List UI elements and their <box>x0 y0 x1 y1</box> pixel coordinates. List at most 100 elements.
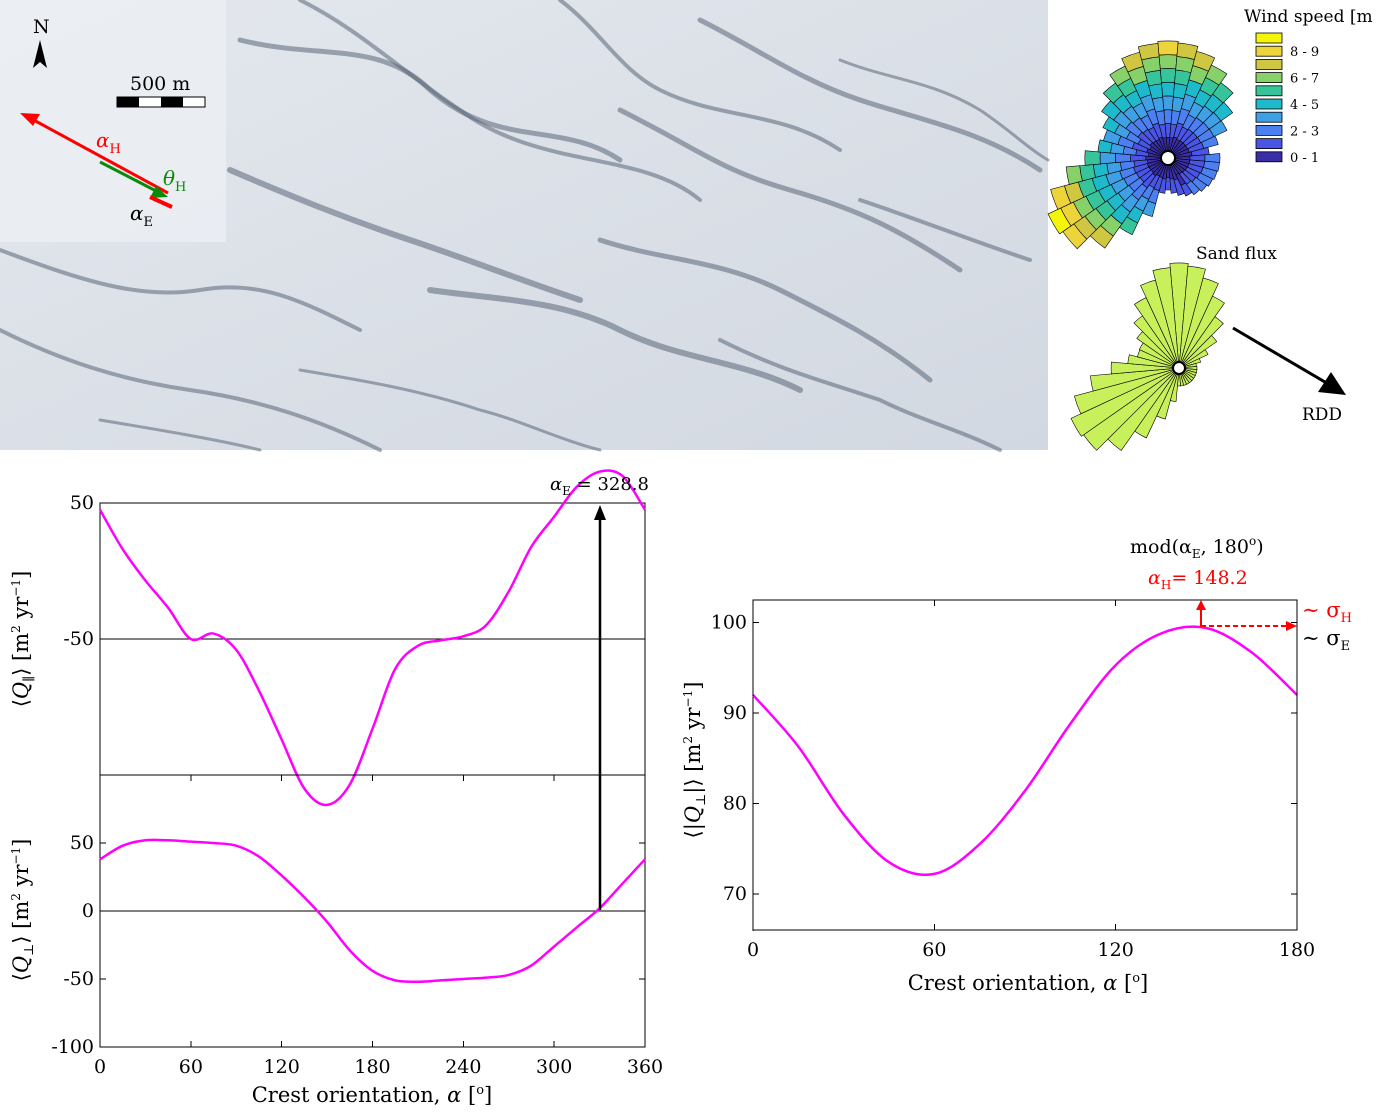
north-arrow-icon <box>33 40 47 68</box>
wind-rose-segment <box>1212 82 1234 104</box>
q-perp-xlabel: Crest orientation, α [o] <box>252 1083 493 1107</box>
q-parallel-points <box>100 472 645 805</box>
chart-q-parallel: 50 -50 ⟨Q∥⟩ [m2 yr−1] <box>9 469 647 807</box>
sigma-arrowhead-icon <box>1286 621 1297 631</box>
scale-label: 500 m <box>130 73 190 95</box>
wind-rose: Wind speed [m 8 - 9 6 - 7 4 - 5 2 - 3 0 - 1 <box>1047 7 1373 250</box>
wind-rose-segment <box>1050 185 1072 210</box>
wind-rose-segment <box>1204 153 1221 163</box>
q-perp-tick-labels: 0 60 120 180 240 300 360 50 0 -50 -100 <box>51 832 663 1078</box>
x-tick-label: 120 <box>1098 939 1134 961</box>
y-tick-label: -50 <box>63 968 94 990</box>
wind-rose-segment <box>1158 54 1178 70</box>
q-perp-abs-points <box>753 628 1297 874</box>
x-tick-label: 180 <box>1279 939 1315 961</box>
q-perp-abs-axes-box <box>752 599 1298 931</box>
wind-rose-segment <box>1213 101 1234 122</box>
wind-legend-swatch <box>1255 85 1283 97</box>
north-label: N <box>33 16 50 38</box>
alpha-h-label: αH <box>96 128 121 157</box>
chart-q-perp: 0 60 120 180 240 300 360 50 0 -50 -100 ⟨Q⊥⟩ [m2 yr… <box>9 474 663 1107</box>
wind-rose-segment <box>1161 81 1175 97</box>
wind-legend-label: 0 - 1 <box>1290 151 1319 166</box>
theta-h-label: θH <box>163 166 186 195</box>
wind-rose-segment <box>1065 165 1083 185</box>
x-tick-label: 60 <box>179 1056 203 1078</box>
wind-rose-segment <box>1157 40 1179 56</box>
alpha-e-segment <box>149 195 173 209</box>
y-tick-label: 80 <box>723 792 747 814</box>
rdd-label: RDD <box>1302 405 1342 425</box>
wind-legend-title: Wind speed [m <box>1244 7 1373 27</box>
alpha-h-value-annotation: αH= 148.2 <box>1148 567 1248 592</box>
wind-rose-segment <box>1137 43 1160 61</box>
wind-rose-segment <box>1047 207 1072 235</box>
wind-rose-segment <box>1186 180 1201 196</box>
dune-satellite-map: N 500 m αH θH αE <box>0 0 1050 452</box>
wind-legend-label: 2 - 3 <box>1290 124 1319 139</box>
q-perp-abs-curve <box>752 625 1298 877</box>
alpha-e-label: αE <box>130 201 153 230</box>
y-tick-label: 50 <box>70 832 94 854</box>
q-perp-ticks <box>99 775 646 1048</box>
q-perp-abs-tick-labels: 0 60 120 180 70 80 90 100 <box>711 612 1315 961</box>
q-perp-abs-xlabel: Crest orientation, α [o] <box>908 971 1149 995</box>
y-tick-label: 90 <box>723 702 747 724</box>
theta-h-direction-line <box>99 160 159 194</box>
y-tick-label: -50 <box>63 628 94 650</box>
wind-rose-bars <box>1047 40 1234 250</box>
rdd-arrow-shaft <box>1232 326 1331 387</box>
y-tick-label: 100 <box>711 612 747 634</box>
y-tick-label: 70 <box>723 883 747 905</box>
q-perp-abs-ylabel: ⟨|Q⊥|⟩ [m2 yr−1] <box>681 682 709 839</box>
sand-flux-segment <box>1152 267 1179 363</box>
wind-rose-segment <box>1196 172 1214 187</box>
y-tick-label: 50 <box>70 492 94 514</box>
alpha-h-direction-line <box>29 116 169 195</box>
x-tick-label: 180 <box>354 1056 390 1078</box>
y-tick-label: -100 <box>51 1036 94 1058</box>
sigma-e-label: ∼ σE <box>1302 626 1350 654</box>
chart-q-perp-abs: 0 60 120 180 70 80 90 100 ⟨|Q⊥|⟩ [m2 yr−1] Cres… <box>681 534 1352 995</box>
wind-rose-segment <box>1099 151 1116 165</box>
x-tick-label: 300 <box>536 1056 572 1078</box>
x-tick-label: 240 <box>445 1056 481 1078</box>
wind-rose-segment <box>1203 160 1220 172</box>
q-perp-curve <box>99 838 646 984</box>
alpha-h-arrowhead-icon <box>20 113 40 126</box>
q-parallel-ylabel: ⟨Q∥⟩ [m2 yr−1] <box>9 571 37 708</box>
wind-rose-segment <box>1097 139 1113 154</box>
scale-bar <box>116 96 206 108</box>
wind-legend-swatch <box>1255 125 1283 136</box>
wind-rose-segment <box>1169 178 1178 194</box>
alpha-h-up-arrowhead-icon <box>1196 600 1206 610</box>
wind-rose-segment <box>1205 64 1228 86</box>
wind-rose-segment <box>1162 95 1174 111</box>
q-parallel-curve <box>98 469 647 807</box>
wind-rose-segment <box>1200 167 1218 180</box>
wind-legend: 8 - 9 6 - 7 4 - 5 2 - 3 0 - 1 <box>1255 32 1319 166</box>
rdd-arrowhead-icon <box>1318 372 1346 395</box>
alpha-e-arrowhead-icon <box>594 505 606 520</box>
wind-rose-segment <box>1173 178 1185 196</box>
wind-rose-segment <box>1191 177 1208 192</box>
wind-legend-label: 8 - 9 <box>1290 45 1319 60</box>
dune-crests <box>0 0 1050 452</box>
theta-h-arrowhead-icon <box>150 186 168 198</box>
x-tick-label: 120 <box>264 1056 300 1078</box>
wind-legend-label: 6 - 7 <box>1290 72 1319 87</box>
sigma-h-label: ∼ σH <box>1302 598 1352 626</box>
y-tick-label: 0 <box>82 900 94 922</box>
wind-legend-swatch <box>1255 45 1283 57</box>
wind-legend-swatch <box>1255 98 1283 110</box>
wind-rose-segment <box>1084 150 1101 166</box>
x-tick-label: 0 <box>94 1056 106 1078</box>
wind-legend-swatch <box>1255 111 1283 123</box>
wind-rose-segment <box>1208 120 1228 138</box>
q-perp-abs-ticks <box>752 600 1298 930</box>
alpha-e-value-annotation: αE = 328.8 <box>550 474 649 498</box>
x-tick-label: 360 <box>627 1056 663 1078</box>
q-parallel-ticks <box>100 502 645 640</box>
wind-legend-swatch <box>1255 32 1283 44</box>
wind-legend-swatch <box>1255 138 1283 150</box>
